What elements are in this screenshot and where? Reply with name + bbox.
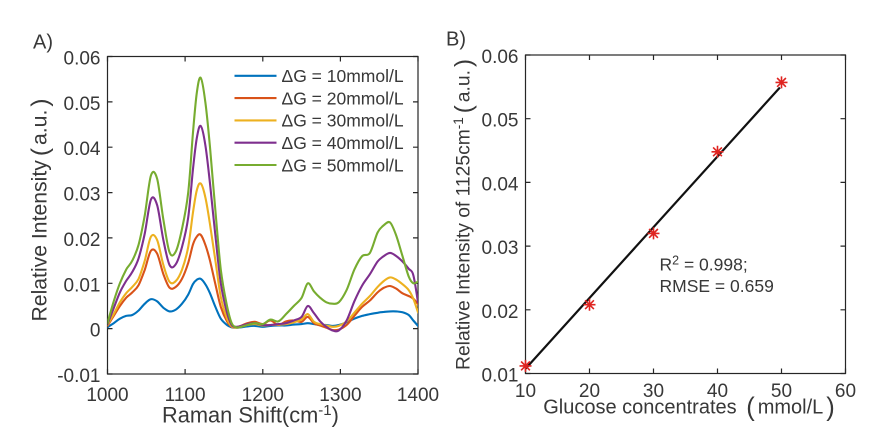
svg-text:ΔG = 10mmol/L: ΔG = 10mmol/L <box>282 66 404 86</box>
svg-text:Glucose concentrates (mmol/L): Glucose concentrates (mmol/L) <box>543 394 835 422</box>
svg-text:Raman Shift(cm-1): Raman Shift(cm-1) <box>162 402 339 428</box>
svg-text:RMSE = 0.659: RMSE = 0.659 <box>660 276 774 296</box>
svg-text:B): B) <box>446 29 466 51</box>
svg-text:1000: 1000 <box>86 385 128 406</box>
svg-text:0.02: 0.02 <box>64 230 101 251</box>
svg-text:0.05: 0.05 <box>64 94 101 115</box>
svg-text:Relative Intensity of 1125cm-1: Relative Intensity of 1125cm-1(a.u.) <box>451 59 478 370</box>
svg-text:0.06: 0.06 <box>482 47 519 68</box>
svg-text:ΔG = 40mmol/L: ΔG = 40mmol/L <box>282 133 404 153</box>
svg-text:A): A) <box>33 32 53 54</box>
svg-text:0.01: 0.01 <box>64 275 101 296</box>
svg-text:ΔG = 30mmol/L: ΔG = 30mmol/L <box>282 111 404 131</box>
svg-text:ΔG = 50mmol/L: ΔG = 50mmol/L <box>282 155 404 175</box>
svg-text:0.03: 0.03 <box>64 185 101 206</box>
svg-text:0.04: 0.04 <box>64 139 101 160</box>
svg-text:1200: 1200 <box>242 385 284 406</box>
svg-text:-0.01: -0.01 <box>57 366 100 387</box>
svg-text:0.05: 0.05 <box>482 111 519 132</box>
svg-text:1100: 1100 <box>165 385 206 406</box>
svg-text:Relative Intensity(a.u.): Relative Intensity(a.u.) <box>27 98 54 321</box>
svg-text:40: 40 <box>707 381 728 402</box>
svg-text:10: 10 <box>515 381 536 402</box>
svg-text:ΔG = 20mmol/L: ΔG = 20mmol/L <box>282 88 404 108</box>
svg-text:50: 50 <box>771 381 792 402</box>
svg-text:30: 30 <box>643 381 664 402</box>
svg-text:1400: 1400 <box>397 385 439 406</box>
svg-text:60: 60 <box>835 381 856 402</box>
svg-text:0: 0 <box>90 321 101 342</box>
svg-text:0.01: 0.01 <box>482 366 519 387</box>
svg-text:0.03: 0.03 <box>482 238 519 259</box>
svg-text:20: 20 <box>579 381 600 402</box>
svg-text:1300: 1300 <box>319 385 361 406</box>
svg-text:0.06: 0.06 <box>64 49 101 70</box>
svg-text:0.02: 0.02 <box>482 302 519 323</box>
svg-text:0.04: 0.04 <box>482 174 519 195</box>
svg-text:R2 = 0.998;: R2 = 0.998; <box>660 254 748 275</box>
